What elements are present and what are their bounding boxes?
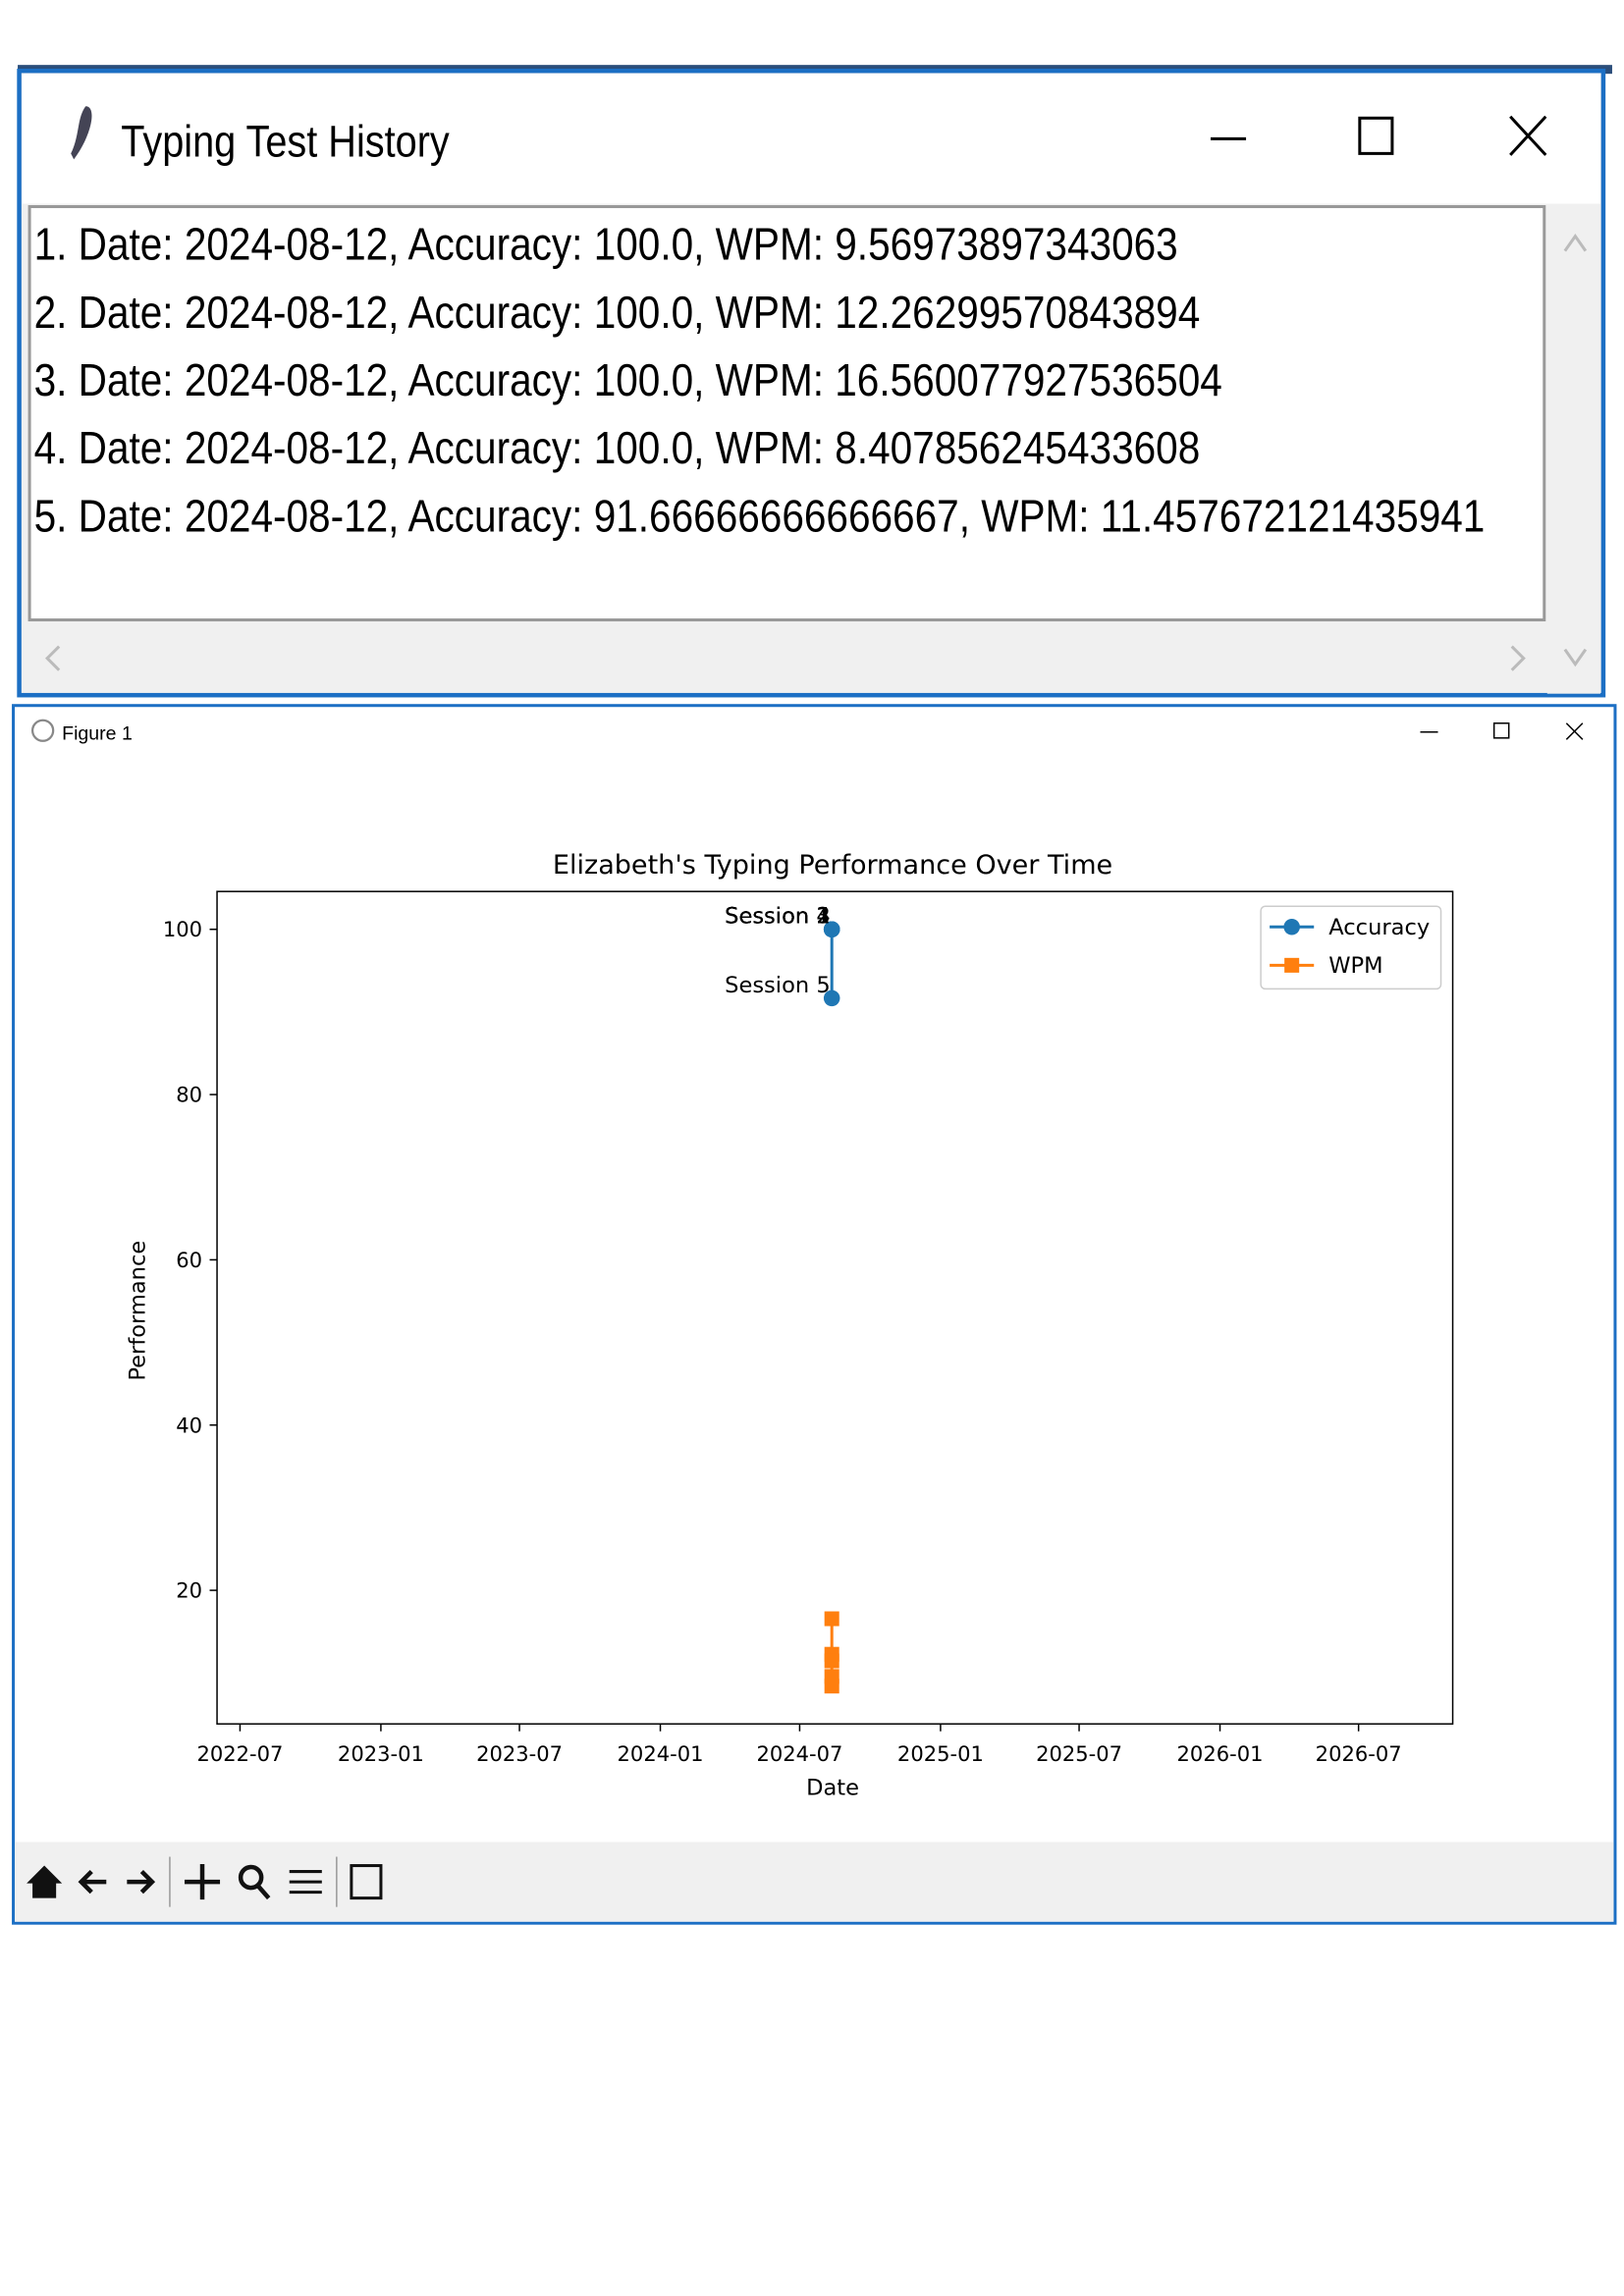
y-tick-label: 40 — [176, 1413, 202, 1437]
history-entry: 1. Date: 2024-08-12, Accuracy: 100.0, WP… — [34, 219, 1178, 270]
history-entry: 2. Date: 2024-08-12, Accuracy: 100.0, WP… — [34, 287, 1201, 338]
marker — [1284, 957, 1300, 973]
back-button[interactable] — [78, 1869, 107, 1895]
scroll-down[interactable] — [1563, 648, 1588, 667]
plot: 2022-07 2023-01 2023-07 2024-01 2024-07 2025-… — [163, 904, 1442, 1766]
axes-frame — [216, 890, 1454, 1725]
window-title: Typing Test History — [121, 118, 450, 167]
legend-label: Accuracy — [1328, 915, 1430, 940]
save-button[interactable] — [350, 1864, 383, 1900]
toolbar — [15, 1842, 1614, 1922]
legend-label: WPM — [1328, 953, 1382, 979]
app-icon — [71, 106, 92, 160]
zoom-button[interactable] — [238, 1864, 271, 1900]
entries: 1. Date: 2024-08-12, Accuracy: 100.0, WP… — [34, 219, 1486, 542]
marker — [824, 1653, 839, 1669]
x-tick-label: 2022-07 — [196, 1741, 283, 1766]
y-tick-label: 20 — [176, 1578, 202, 1603]
chart-title: Elizabeth's Typing Performance Over Time — [553, 850, 1112, 881]
scroll-up[interactable] — [1563, 233, 1588, 252]
y-axis-label: Performance — [125, 1241, 150, 1381]
maximize-button[interactable] — [1358, 116, 1394, 155]
history-entry: 4. Date: 2024-08-12, Accuracy: 100.0, WP… — [34, 423, 1201, 474]
scroll-right[interactable] — [1510, 645, 1526, 671]
y-tick-label: 100 — [163, 917, 202, 941]
close-button[interactable] — [1565, 722, 1584, 740]
figure-icon — [30, 719, 55, 742]
x-tick-label: 2025-07 — [1036, 1741, 1122, 1766]
history-entry: 5. Date: 2024-08-12, Accuracy: 91.666666… — [34, 491, 1486, 542]
toolbar-icons — [27, 1864, 383, 1900]
forward-button[interactable] — [127, 1869, 156, 1895]
x-axis-label: Date — [806, 1775, 859, 1800]
annotation: Session 1 — [725, 904, 831, 930]
pan-button[interactable] — [184, 1864, 221, 1900]
configure-button[interactable] — [289, 1870, 322, 1895]
annotation: Session 5 — [725, 973, 831, 998]
x-tick-label: 2025-01 — [897, 1741, 984, 1766]
close-button[interactable] — [1509, 115, 1547, 156]
annotation: Session 3 — [725, 904, 831, 930]
title-bar — [22, 74, 1600, 204]
x-tick-label: 2023-01 — [338, 1741, 424, 1766]
annotation: Session 4 — [725, 904, 831, 930]
listbox[interactable] — [27, 205, 1546, 622]
annotation: Session 2 — [725, 904, 831, 930]
marker — [1283, 918, 1300, 935]
marker — [823, 921, 840, 937]
y-tick-label: 60 — [176, 1248, 202, 1272]
marker — [824, 1679, 839, 1694]
x-tick-label: 2024-07 — [756, 1741, 842, 1766]
x-tick-label: 2026-01 — [1177, 1741, 1264, 1766]
y-tick-label: 80 — [176, 1083, 202, 1107]
x-tick-label: 2024-01 — [618, 1741, 704, 1766]
history-entry: 3. Date: 2024-08-12, Accuracy: 100.0, WP… — [34, 354, 1222, 405]
marker — [823, 989, 840, 1007]
scroll-left[interactable] — [45, 645, 61, 671]
x-tick-label: 2026-07 — [1316, 1741, 1402, 1766]
x-tick-label: 2023-07 — [476, 1741, 563, 1766]
marker — [824, 1611, 839, 1627]
v-scrollbar[interactable] — [1546, 206, 1600, 694]
legend: Accuracy WPM — [1260, 905, 1442, 990]
maximize-button[interactable] — [1492, 722, 1510, 739]
home-button[interactable] — [27, 1865, 63, 1898]
figure-title: Figure 1 — [62, 722, 133, 744]
